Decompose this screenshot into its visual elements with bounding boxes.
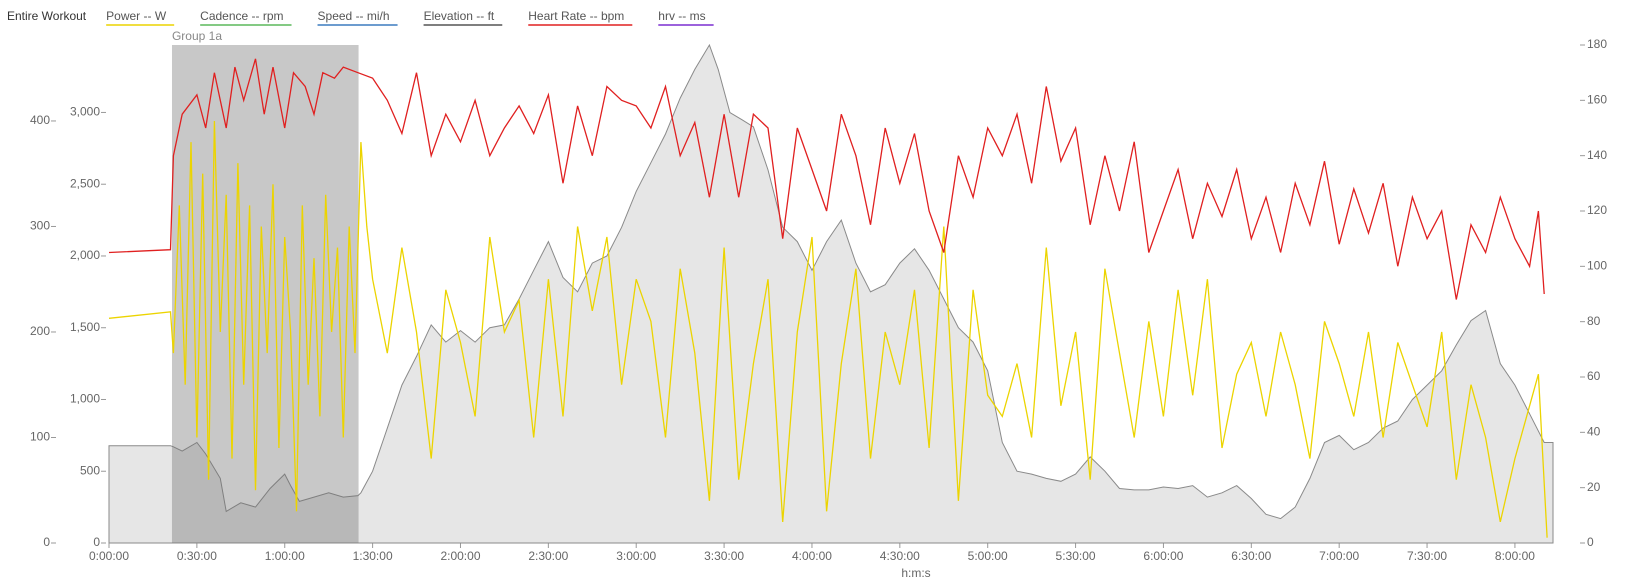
x-tick-label: 2:00:00 <box>440 549 480 563</box>
x-tick-label: 0:30:00 <box>177 549 217 563</box>
y2-tick-label: 20 <box>1587 480 1601 494</box>
legend-label: Heart Rate -- bpm <box>528 9 624 23</box>
legend-label: Speed -- mi/h <box>318 9 390 23</box>
y2-tick-label: 0 <box>1587 535 1594 549</box>
elevation-area <box>108 43 1554 544</box>
y-tick-label: 100 <box>30 430 50 444</box>
x-tick-label: 7:30:00 <box>1407 549 1447 563</box>
y2-tick-label: 140 <box>1587 148 1607 162</box>
x-tick-label: 6:00:00 <box>1143 549 1183 563</box>
x-tick-label: 4:30:00 <box>880 549 920 563</box>
group-label: Group 1a <box>172 29 222 43</box>
y2-tick-label: 160 <box>1587 93 1607 107</box>
y3-tick-label: 3,000 <box>70 105 100 119</box>
series-line <box>108 58 1545 300</box>
y2-tick-label: 80 <box>1587 314 1601 328</box>
x-tick-label: 7:00:00 <box>1319 549 1359 563</box>
y3-tick-label: 2,000 <box>70 248 100 262</box>
x-tick-label: 4:00:00 <box>792 549 832 563</box>
x-tick-label: 1:00:00 <box>265 549 305 563</box>
y3-tick-label: 0 <box>93 535 100 549</box>
legend-label: Elevation -- ft <box>424 9 495 23</box>
y2-tick-label: 40 <box>1587 425 1601 439</box>
y-tick-label: 400 <box>30 113 50 127</box>
y3-tick-label: 1,000 <box>70 392 100 406</box>
y3-tick-label: 2,500 <box>70 176 100 190</box>
x-axis-label: h:m:s <box>901 566 930 580</box>
x-tick-label: 2:30:00 <box>528 549 568 563</box>
x-tick-label: 3:30:00 <box>704 549 744 563</box>
y2-tick-label: 60 <box>1587 369 1601 383</box>
y-tick-label: 0 <box>43 535 50 549</box>
x-tick-label: 8:00:00 <box>1495 549 1535 563</box>
x-tick-label: 5:00:00 <box>968 549 1008 563</box>
group-highlight <box>171 45 359 543</box>
y3-tick-label: 1,500 <box>70 320 100 334</box>
y-tick-label: 200 <box>30 324 50 338</box>
legend-label: Cadence -- rpm <box>200 9 283 23</box>
x-tick-label: 6:30:00 <box>1231 549 1271 563</box>
y2-tick-label: 180 <box>1587 37 1607 51</box>
x-tick-label: 0:00:00 <box>89 549 129 563</box>
series-line <box>108 120 1548 538</box>
x-tick-label: 1:30:00 <box>353 549 393 563</box>
x-tick-label: 3:00:00 <box>616 549 656 563</box>
x-tick-label: 5:30:00 <box>1056 549 1096 563</box>
legend-label: Power -- W <box>106 9 167 23</box>
legend-label: hrv -- ms <box>658 9 705 23</box>
y3-tick-label: 500 <box>80 463 100 477</box>
y2-tick-label: 120 <box>1587 203 1607 217</box>
y2-tick-label: 100 <box>1587 259 1607 273</box>
y-tick-label: 300 <box>30 219 50 233</box>
chart-title: Entire Workout <box>7 9 87 23</box>
